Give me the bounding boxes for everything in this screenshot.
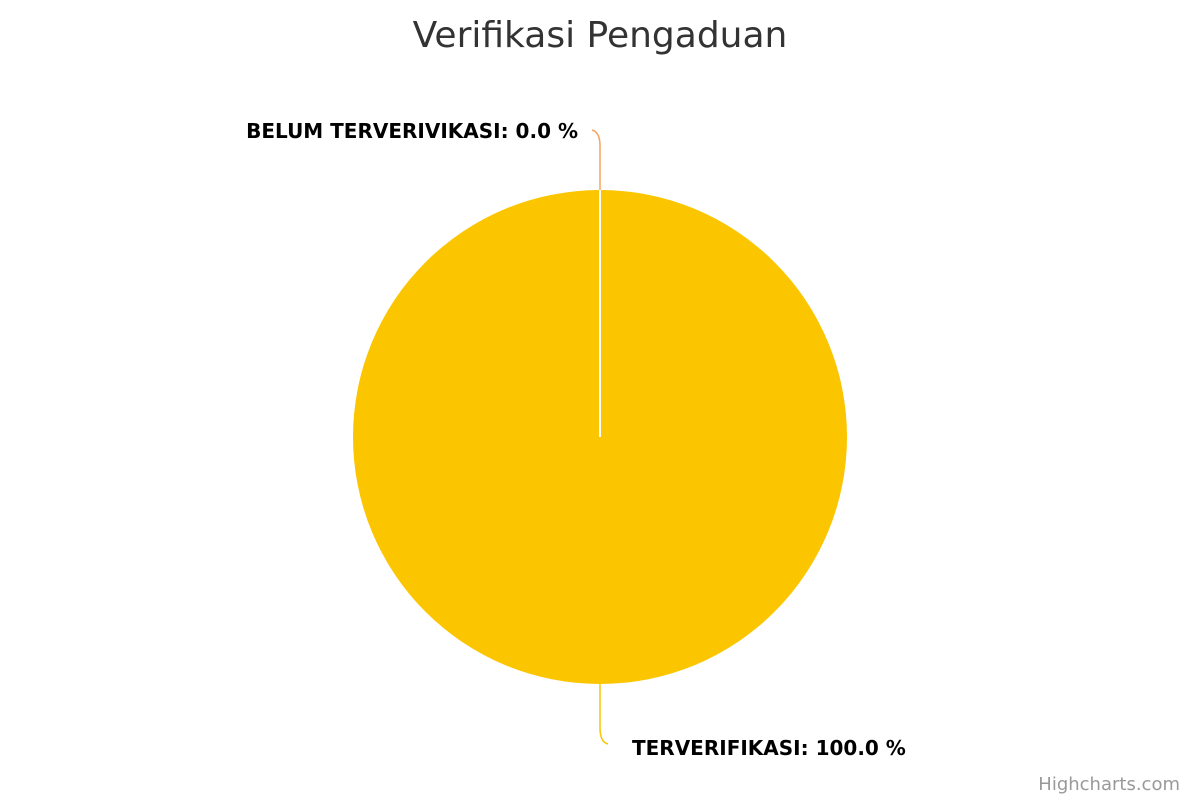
data-label-belum-terverivikasi: BELUM TERVERIVIKASI: 0.0 % (246, 119, 578, 143)
connector-belum-terverivikasi (591, 129, 601, 190)
credits-link[interactable]: Highcharts.com (1038, 774, 1180, 795)
data-label-terverifikasi: TERVERIFIKASI: 100.0 % (632, 736, 906, 760)
labels-group: TERVERIFIKASI: 100.0 % BELUM TERVERIVIKAS… (246, 119, 906, 760)
connectors-group (591, 129, 609, 745)
chart-title: Verifikasi Pengaduan (413, 15, 788, 56)
connector-terverifikasi (599, 684, 609, 745)
slices-group (353, 190, 847, 684)
